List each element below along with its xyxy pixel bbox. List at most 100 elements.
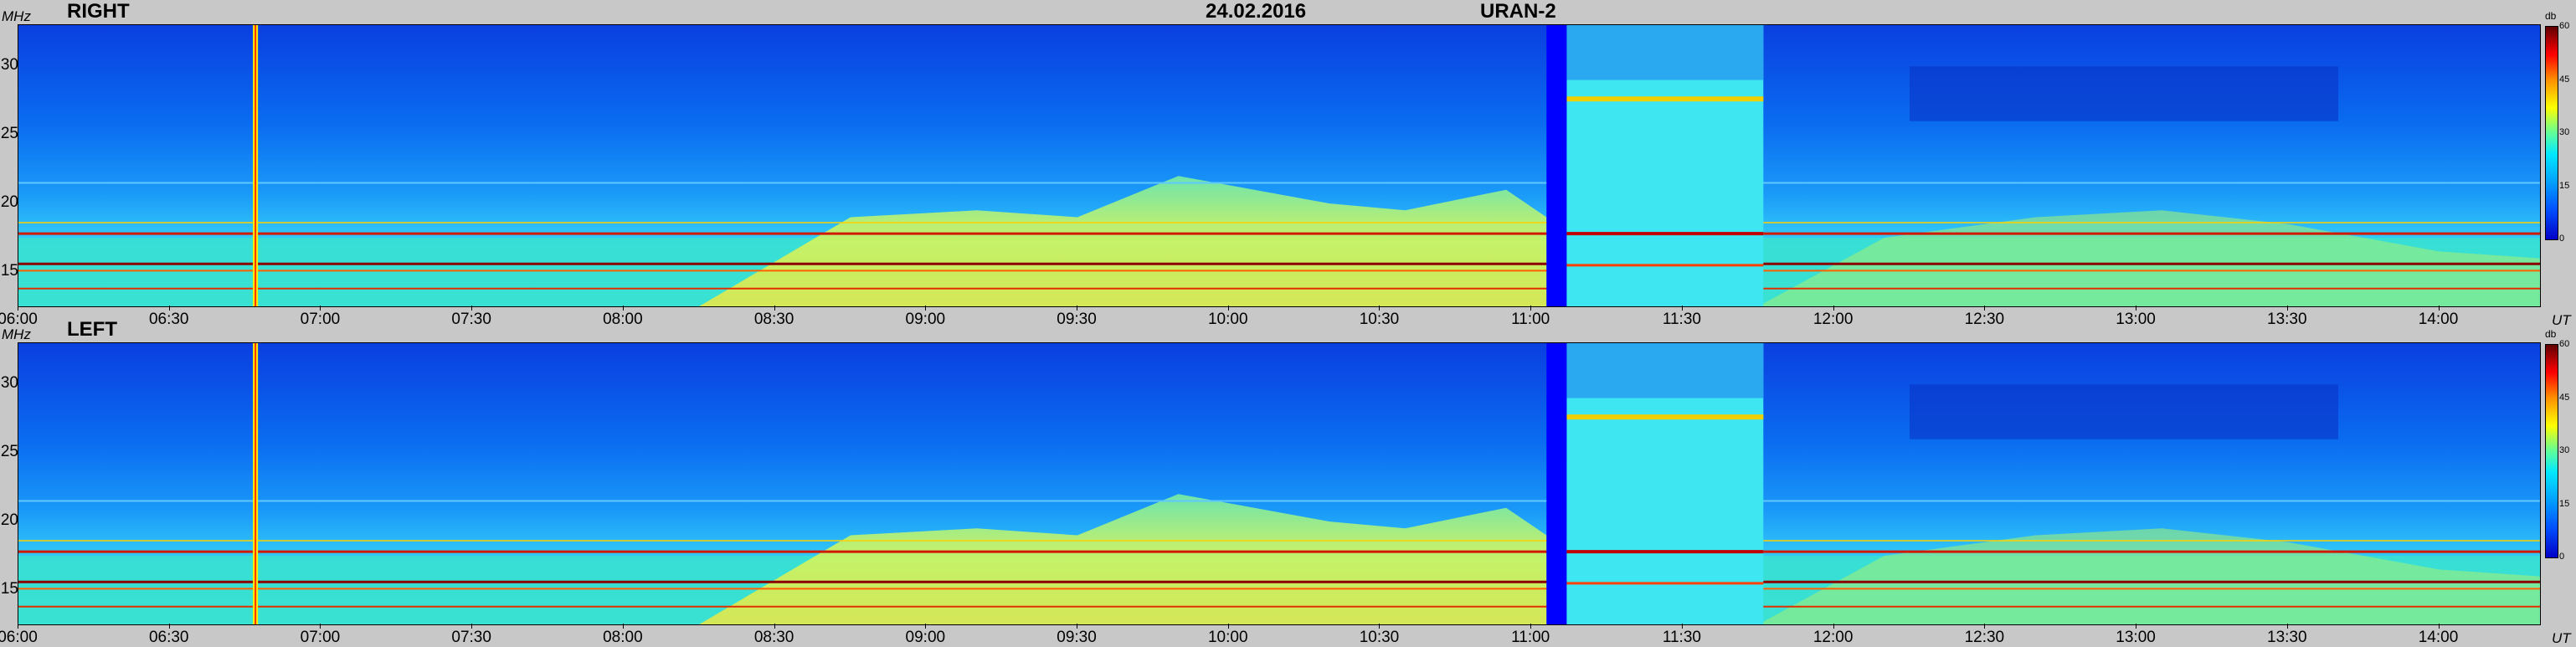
x-tick-mark [925,306,927,311]
x-tick-label: 06:30 [148,311,189,328]
colorbar-right [2545,26,2558,240]
x-tick-mark [1833,624,1834,629]
radio-burst-envelope [699,494,1547,624]
x-tick-mark [168,624,170,629]
colorbar-tick-label: 60 [2559,21,2570,31]
y-tick-label: 20 [0,193,18,212]
x-tick-label: 11:30 [1662,311,1701,328]
x-tick-label: 07:00 [300,311,341,328]
x-tick-label: 12:00 [1812,629,1854,646]
x-tick-label: 13:30 [2267,629,2307,646]
x-tick-mark [622,306,624,311]
x-tick-mark [925,624,927,629]
x-tick-label: 12:30 [1964,311,2005,328]
x-tick-mark [1227,306,1229,311]
x-tick-label: 09:00 [905,629,946,646]
x-tick-mark [471,306,473,311]
x-tick-label: 13:00 [2116,311,2156,328]
x-tick-label: 08:00 [603,629,643,646]
x-tick-label: 08:00 [603,311,643,328]
x-tick-mark [1681,306,1683,311]
x-tick-label: 10:30 [1359,311,1400,328]
y-tick-label: 20 [0,511,18,530]
x-tick-label: 13:00 [2116,629,2156,646]
colorbar-tick-label: 45 [2559,74,2570,85]
x-tick-mark [1833,306,1834,311]
colorbar-tick-label: 15 [2559,180,2570,191]
x-tick-label: 11:00 [1511,311,1550,328]
x-tick-label: 13:30 [2267,311,2307,328]
y-unit-label: MHz [2,8,31,24]
y-tick-label: 25 [0,443,18,461]
x-tick-mark [2286,306,2288,311]
x-tick-label: 09:30 [1057,311,1097,328]
x-tick-mark [320,306,321,311]
x-unit-label: UT [2552,630,2571,646]
y-tick-label: 25 [0,125,18,143]
x-tick-mark [2438,306,2440,311]
y-unit-label: MHz [2,326,31,342]
spectrogram-right [18,24,2541,307]
x-tick-mark [2438,624,2440,629]
calibration-line [1566,414,1764,420]
y-tick-label: 30 [0,56,18,74]
y-tick-label: 15 [0,580,18,598]
x-tick-label: 10:00 [1207,629,1248,646]
calibration-block-top [1566,25,1764,80]
calibration-line [1566,96,1764,102]
colorbar-tick-label: 30 [2559,445,2570,455]
low-level-region [1910,66,2339,121]
x-tick-mark [774,306,775,311]
x-tick-mark [1530,306,1532,311]
x-tick-label: 08:30 [753,311,794,328]
radio-burst-envelope [699,176,1547,306]
x-tick-label: 07:30 [451,311,491,328]
x-tick-mark [1984,306,1986,311]
x-tick-label: 10:30 [1359,629,1400,646]
x-tick-label: 08:30 [753,629,794,646]
spectrogram-image [18,343,2540,624]
x-tick-label: 14:00 [2418,629,2459,646]
x-tick-label: 06:00 [0,629,38,646]
spectrogram-left [18,342,2541,625]
x-tick-mark [1530,624,1532,629]
instrument-label: URAN-2 [1480,0,1556,23]
data-gap [1546,343,1567,624]
x-tick-label: 06:30 [148,629,189,646]
x-tick-mark [471,624,473,629]
x-tick-label: 07:30 [451,629,491,646]
colorbar-tick-label: 0 [2559,234,2565,244]
x-tick-label: 11:30 [1662,629,1701,646]
x-tick-label: 12:30 [1964,629,2005,646]
colorbar-tick-label: 0 [2559,552,2565,562]
panel-title-left: LEFT [67,318,117,341]
colorbar-label: db [2545,10,2557,22]
spectrogram-image [18,25,2540,306]
x-tick-label: 14:00 [2418,311,2459,328]
x-tick-mark [1984,624,1986,629]
low-level-region [1910,384,2339,439]
x-tick-mark [168,306,170,311]
panel-title-right: RIGHT [67,0,130,23]
y-tick-label: 30 [0,374,18,393]
x-tick-label: 12:00 [1812,311,1854,328]
x-tick-mark [1227,624,1229,629]
data-gap [1546,25,1567,306]
calibration-block-top [1566,343,1764,398]
x-tick-label: 09:30 [1057,629,1097,646]
y-tick-label: 15 [0,262,18,280]
colorbar-left [2545,344,2558,558]
x-tick-mark [1379,306,1381,311]
x-tick-label: 06:00 [0,311,38,328]
x-tick-mark [1379,624,1381,629]
x-tick-mark [774,624,775,629]
x-tick-label: 10:00 [1207,311,1248,328]
colorbar-label: db [2545,328,2557,340]
x-tick-label: 07:00 [300,629,341,646]
date-label: 24.02.2016 [1206,0,1307,23]
colorbar-tick-label: 60 [2559,339,2570,349]
colorbar-tick-label: 30 [2559,127,2570,137]
x-tick-label: 09:00 [905,311,946,328]
x-tick-mark [622,624,624,629]
x-tick-mark [2286,624,2288,629]
